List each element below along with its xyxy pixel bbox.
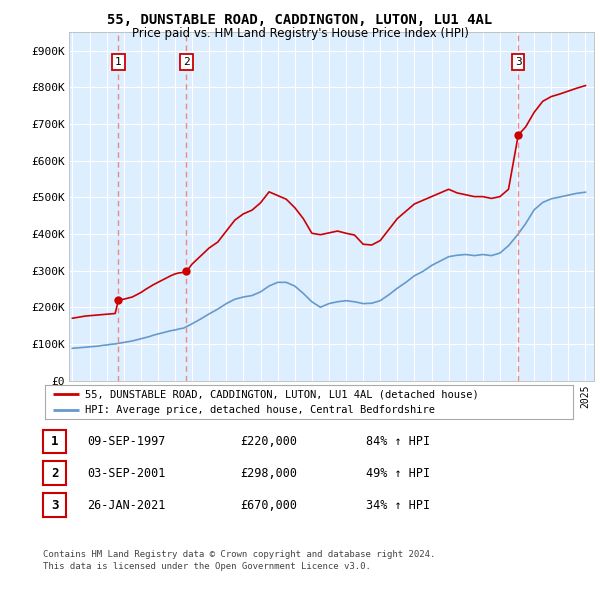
Text: 1: 1 [115, 57, 122, 67]
Text: 55, DUNSTABLE ROAD, CADDINGTON, LUTON, LU1 4AL: 55, DUNSTABLE ROAD, CADDINGTON, LUTON, L… [107, 13, 493, 27]
Text: 34% ↑ HPI: 34% ↑ HPI [366, 499, 430, 512]
Text: 03-SEP-2001: 03-SEP-2001 [87, 467, 166, 480]
Text: 55, DUNSTABLE ROAD, CADDINGTON, LUTON, LU1 4AL (detached house): 55, DUNSTABLE ROAD, CADDINGTON, LUTON, L… [85, 389, 478, 399]
Text: 49% ↑ HPI: 49% ↑ HPI [366, 467, 430, 480]
Text: £220,000: £220,000 [240, 435, 297, 448]
Text: 3: 3 [515, 57, 521, 67]
Text: Price paid vs. HM Land Registry's House Price Index (HPI): Price paid vs. HM Land Registry's House … [131, 27, 469, 40]
Text: £670,000: £670,000 [240, 499, 297, 512]
Text: 84% ↑ HPI: 84% ↑ HPI [366, 435, 430, 448]
Text: 1: 1 [51, 435, 58, 448]
Text: 26-JAN-2021: 26-JAN-2021 [87, 499, 166, 512]
Text: 2: 2 [183, 57, 190, 67]
Text: This data is licensed under the Open Government Licence v3.0.: This data is licensed under the Open Gov… [43, 562, 371, 571]
Text: 2: 2 [51, 467, 58, 480]
Text: Contains HM Land Registry data © Crown copyright and database right 2024.: Contains HM Land Registry data © Crown c… [43, 550, 436, 559]
Text: 3: 3 [51, 499, 58, 512]
Text: HPI: Average price, detached house, Central Bedfordshire: HPI: Average price, detached house, Cent… [85, 405, 434, 415]
Text: 09-SEP-1997: 09-SEP-1997 [87, 435, 166, 448]
Text: £298,000: £298,000 [240, 467, 297, 480]
